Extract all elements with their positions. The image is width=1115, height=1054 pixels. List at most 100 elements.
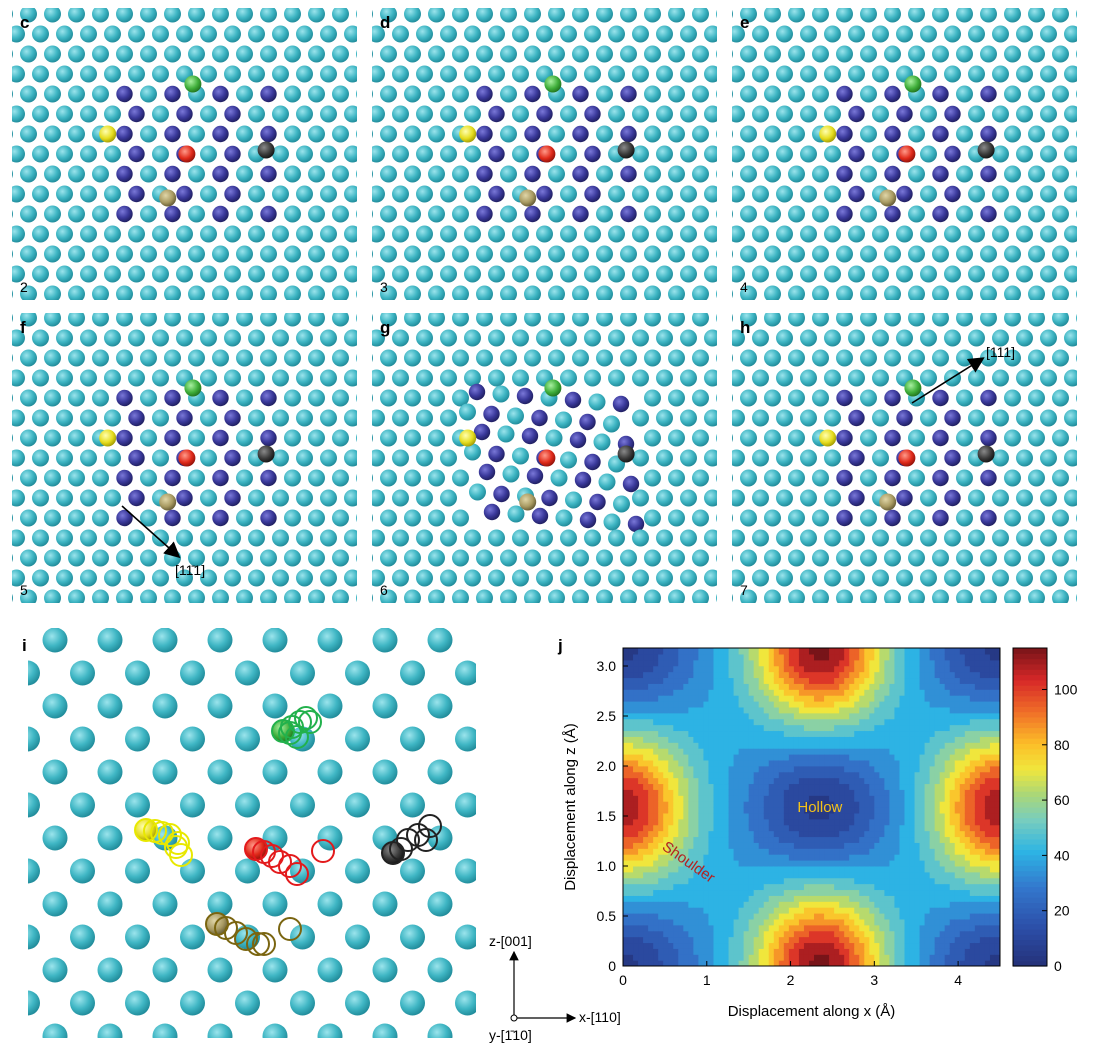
heatmap-cell [703, 777, 710, 785]
lattice-atom [764, 389, 781, 407]
heatmap-cell [778, 812, 785, 820]
heatmap-cell [703, 913, 710, 920]
lattice-atom [1064, 225, 1077, 243]
heatmap-cell [904, 954, 911, 961]
heatmap-cell [693, 901, 699, 908]
lattice-atom [1040, 329, 1057, 347]
heatmap-cell [638, 689, 644, 696]
heatmap-cell [859, 718, 865, 726]
lattice-atom [716, 210, 717, 218]
heatmap-cell [814, 736, 820, 743]
lattice-atom [20, 165, 37, 183]
heatmap-cell [713, 948, 720, 955]
heatmap-cell [803, 960, 810, 966]
heatmap-cell [899, 701, 906, 708]
heatmap-cell [808, 901, 815, 908]
heatmap-cell [683, 871, 689, 879]
yellow-atom [459, 429, 477, 447]
heatmap-cell [919, 960, 926, 966]
heatmap-cell [884, 883, 891, 891]
heatmap-cell [703, 860, 710, 867]
heatmap-cell [889, 954, 896, 961]
heatmap-cell [643, 936, 649, 944]
heatmap-cell [808, 759, 815, 767]
heatmap-cell [658, 818, 664, 826]
heatmap-cell [929, 812, 936, 820]
heatmap-cell [924, 830, 931, 838]
heatmap-cell [643, 854, 649, 861]
heatmap-cell [864, 748, 870, 755]
lattice-atom [908, 469, 925, 487]
heatmap-cell [723, 748, 730, 755]
lattice-atom [12, 489, 25, 507]
heatmap-cell [633, 942, 639, 949]
lattice-atom [1004, 469, 1021, 487]
lattice-atom [440, 489, 457, 507]
heatmap-cell [688, 895, 694, 902]
heatmap-cell [648, 807, 654, 814]
heatmap-cell [889, 854, 896, 861]
heatmap-cell [773, 830, 780, 838]
heatmap-cell [658, 871, 664, 879]
heatmap-cell [693, 913, 699, 920]
lattice-atom [152, 105, 169, 123]
lattice-atom [920, 145, 937, 163]
heatmap-cell [814, 765, 820, 773]
heatmap-cell [688, 913, 694, 920]
heatmap-cell [889, 812, 896, 820]
heatmap-cell [844, 736, 850, 743]
heatmap-cell [904, 895, 911, 902]
interstitial-atom [884, 165, 901, 183]
heatmap-cell [793, 783, 800, 790]
lattice-atom [524, 549, 541, 567]
heatmap-cell [708, 748, 715, 755]
heatmap-cell [628, 677, 634, 684]
heatmap-cell [793, 742, 800, 749]
lattice-atom [560, 185, 577, 203]
heatmap-cell [723, 924, 730, 932]
heatmap-cell [904, 648, 911, 655]
heatmap-cell [743, 771, 750, 779]
lattice-atom [1076, 210, 1077, 218]
heatmap-cell [678, 889, 684, 896]
lattice-atom [428, 45, 445, 63]
heatmap-cell [783, 712, 790, 720]
lattice-atom [968, 185, 985, 203]
heatmap-cell [683, 901, 689, 908]
lattice-atom [128, 265, 145, 283]
heatmap-cell [778, 777, 785, 785]
lattice-atom [272, 145, 289, 163]
heatmap-cell [638, 948, 644, 955]
heatmap-cell [623, 954, 629, 961]
heatmap-cell [844, 871, 850, 879]
lattice-atom [200, 329, 217, 347]
heatmap-cell [658, 648, 664, 655]
heatmap-cell [688, 718, 694, 726]
heatmap-cell [904, 718, 911, 726]
lattice-atom [68, 125, 85, 143]
heatmap-cell [793, 689, 800, 696]
heatmap-cell [798, 718, 805, 726]
heatmap-cell [648, 948, 654, 955]
heatmap-cell [713, 765, 720, 773]
lattice-atom [308, 205, 325, 223]
lattice-atom [0, 892, 13, 917]
interstitial-atom [164, 509, 181, 527]
heatmap-cell [708, 701, 715, 708]
heatmap-cell [894, 795, 901, 802]
lattice-atom [956, 389, 973, 407]
heatmap-cell [824, 742, 830, 749]
heatmap-cell [924, 807, 931, 814]
interstitial-atom [128, 145, 145, 163]
interstitial-atom [622, 475, 640, 493]
heatmap-cell [783, 683, 790, 690]
heatmap-cell [678, 942, 684, 949]
heatmap-cell [658, 718, 664, 726]
heatmap-cell [658, 924, 664, 932]
heatmap-cell [643, 801, 649, 808]
lattice-atom [92, 45, 109, 63]
lattice-atom [104, 329, 121, 347]
heatmap-cell [733, 777, 740, 785]
heatmap-cell [879, 836, 885, 843]
